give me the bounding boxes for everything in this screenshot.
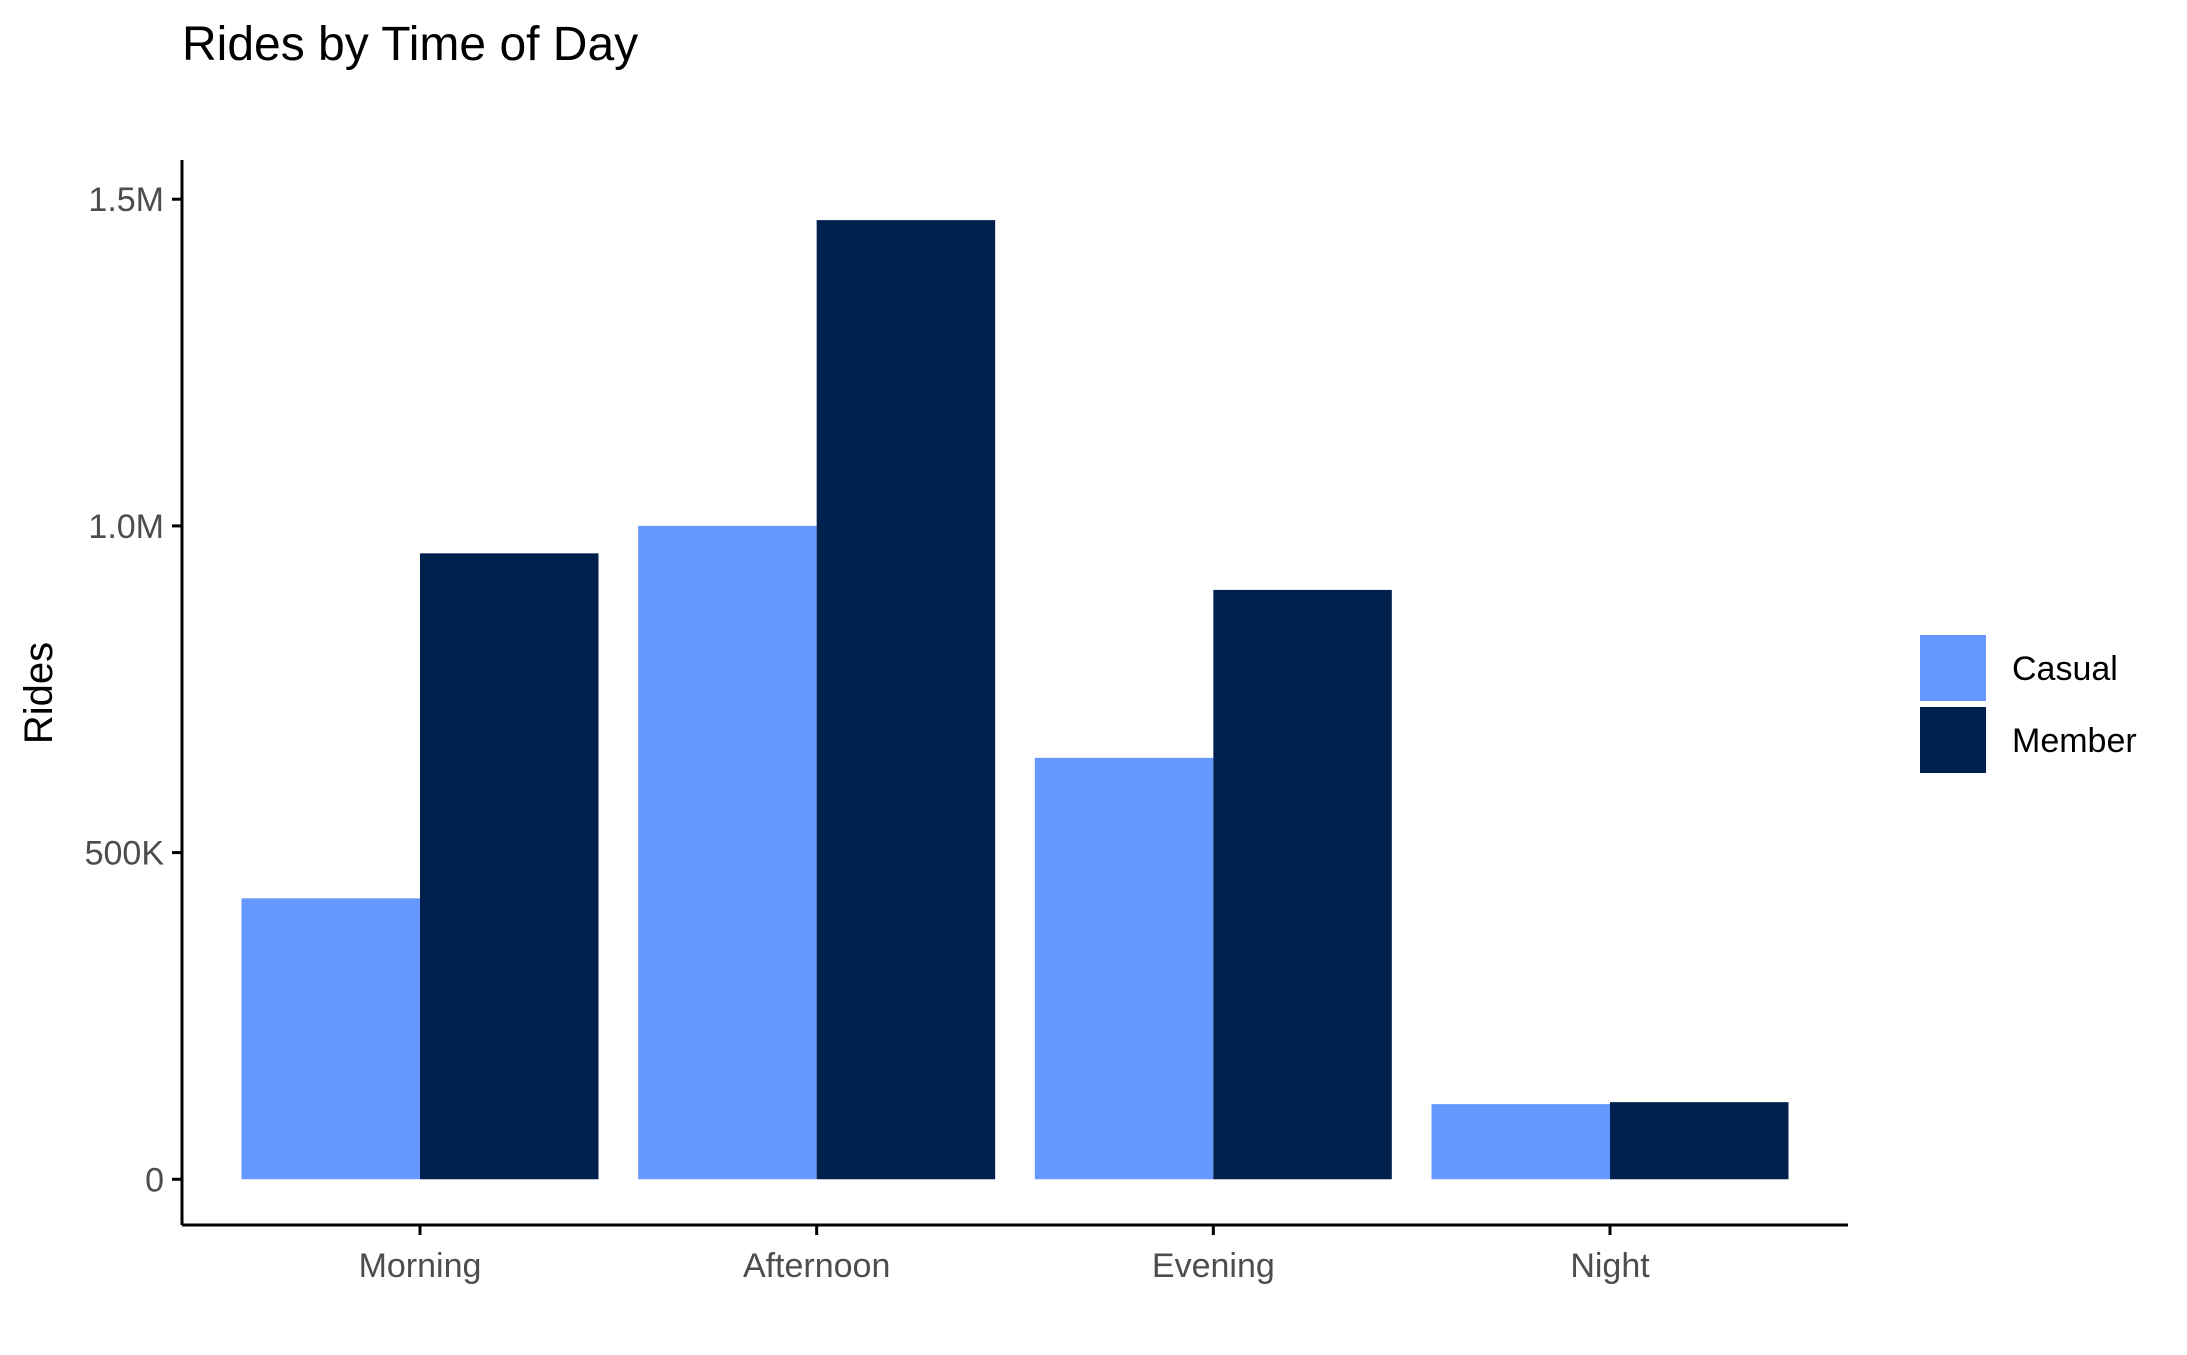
plot-area: 0 500K 1.0M 1.5M Morning Afternoon Evening Nigh… [85, 160, 1848, 1285]
y-axis-title: Rides [17, 642, 61, 744]
x-tick-label: Night [1570, 1247, 1650, 1285]
legend-key-member [1920, 707, 1986, 773]
bar-member-evening [1213, 589, 1392, 1180]
legend-label: Member [2012, 722, 2137, 760]
x-tick-label: Evening [1152, 1247, 1275, 1285]
y-tick-label: 0 [145, 1161, 164, 1199]
bar-casual-afternoon [638, 525, 817, 1180]
y-tick-label: 1.5M [88, 181, 164, 219]
bar-casual-morning [241, 898, 420, 1180]
bar-member-night [1610, 1102, 1789, 1180]
legend-key-casual [1920, 635, 1986, 701]
bar-casual-night [1431, 1104, 1610, 1180]
chart-title: Rides by Time of Day [182, 18, 638, 71]
x-tick-label: Afternoon [743, 1247, 890, 1285]
y-tick-label: 500K [85, 835, 165, 873]
y-tick-label: 1.0M [88, 508, 164, 546]
bar-member-afternoon [816, 220, 996, 1180]
x-tick-label: Morning [359, 1247, 482, 1285]
legend: Casual Member [1920, 635, 2137, 773]
legend-label: Casual [2012, 650, 2118, 688]
bar-member-morning [420, 553, 599, 1180]
bar-casual-evening [1034, 757, 1214, 1180]
